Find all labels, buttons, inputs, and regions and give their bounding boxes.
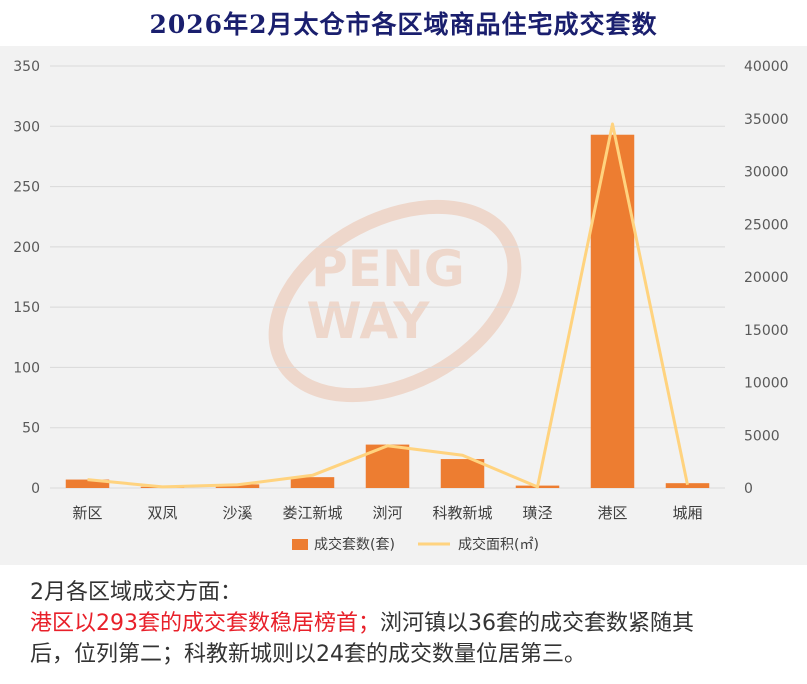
x-tick-label: 璜泾 [522, 504, 552, 522]
area-line [87, 122, 689, 489]
y-left-tick-label: 100 [13, 360, 40, 376]
bar [440, 459, 485, 488]
x-tick-label: 娄江新城 [282, 504, 342, 522]
y-left-tick-label: 300 [13, 119, 40, 135]
bar [65, 479, 110, 488]
caption-line-3: 后，位列第二；科教新城则以24套的成交数量位居第三。 [30, 642, 586, 667]
x-axis-labels: 新区 双凤 沙溪 娄江新城 浏河 科教新城 璜泾 港区 城厢 [72, 504, 702, 522]
y-right-tick-label: 35000 [744, 112, 789, 128]
x-tick-label: 港区 [597, 504, 627, 522]
y-left-tick-label: 250 [13, 180, 40, 196]
caption: 2月各区域成交方面： 港区以293套的成交套数稳居榜首；浏河镇以36套的成交套数… [30, 577, 795, 670]
bar [590, 134, 635, 488]
y-right-tick-label: 5000 [744, 428, 780, 444]
legend-swatch-bar [292, 539, 308, 550]
chart: PENG WAY 0 50 100 150 200 250 300 350 0 5000 1000… [13, 59, 789, 553]
y-left-tick-label: 50 [22, 421, 40, 437]
y-axis-left: 0 50 100 150 200 250 300 350 [13, 59, 40, 497]
watermark-line1: PENG [311, 240, 465, 298]
x-tick-label: 科教新城 [432, 504, 492, 522]
chart-title: 2026年2月太仓市各区域商品住宅成交套数 [149, 10, 658, 39]
watermark-line2: WAY [306, 292, 430, 350]
legend: 成交套数(套) 成交面积(㎡) [292, 536, 539, 553]
y-right-tick-label: 25000 [744, 217, 789, 233]
caption-line-2-rest: 浏河镇以36套的成交套数紧随其 [380, 611, 694, 636]
x-tick-label: 新区 [72, 504, 102, 522]
legend-label-bar: 成交套数(套) [314, 536, 395, 553]
caption-highlight: 港区以293套的成交套数稳居榜首； [30, 611, 380, 636]
y-right-tick-label: 10000 [744, 376, 789, 392]
x-tick-label: 浏河 [372, 504, 402, 522]
x-tick-label: 双凤 [147, 504, 177, 522]
y-axis-right: 0 5000 10000 15000 20000 25000 30000 35000 40000 [744, 59, 789, 497]
bar [290, 477, 335, 488]
pengway-watermark: PENG WAY [268, 199, 522, 403]
y-left-tick-label: 200 [13, 240, 40, 256]
caption-line-2: 港区以293套的成交套数稳居榜首；浏河镇以36套的成交套数紧随其 [30, 608, 795, 639]
caption-line-1: 2月各区域成交方面： [30, 580, 242, 605]
y-right-tick-label: 40000 [744, 59, 789, 75]
y-right-tick-label: 0 [744, 481, 753, 497]
x-tick-label: 城厢 [672, 504, 702, 522]
y-left-tick-label: 0 [31, 481, 40, 497]
line-series [87, 122, 689, 489]
y-right-tick-label: 20000 [744, 270, 789, 286]
y-left-tick-label: 350 [13, 59, 40, 75]
x-tick-label: 沙溪 [222, 504, 252, 522]
y-left-tick-label: 150 [13, 300, 40, 316]
y-right-tick-label: 15000 [744, 323, 789, 339]
legend-label-line: 成交面积(㎡) [458, 536, 539, 553]
y-right-tick-label: 30000 [744, 165, 789, 181]
bar [665, 483, 710, 488]
